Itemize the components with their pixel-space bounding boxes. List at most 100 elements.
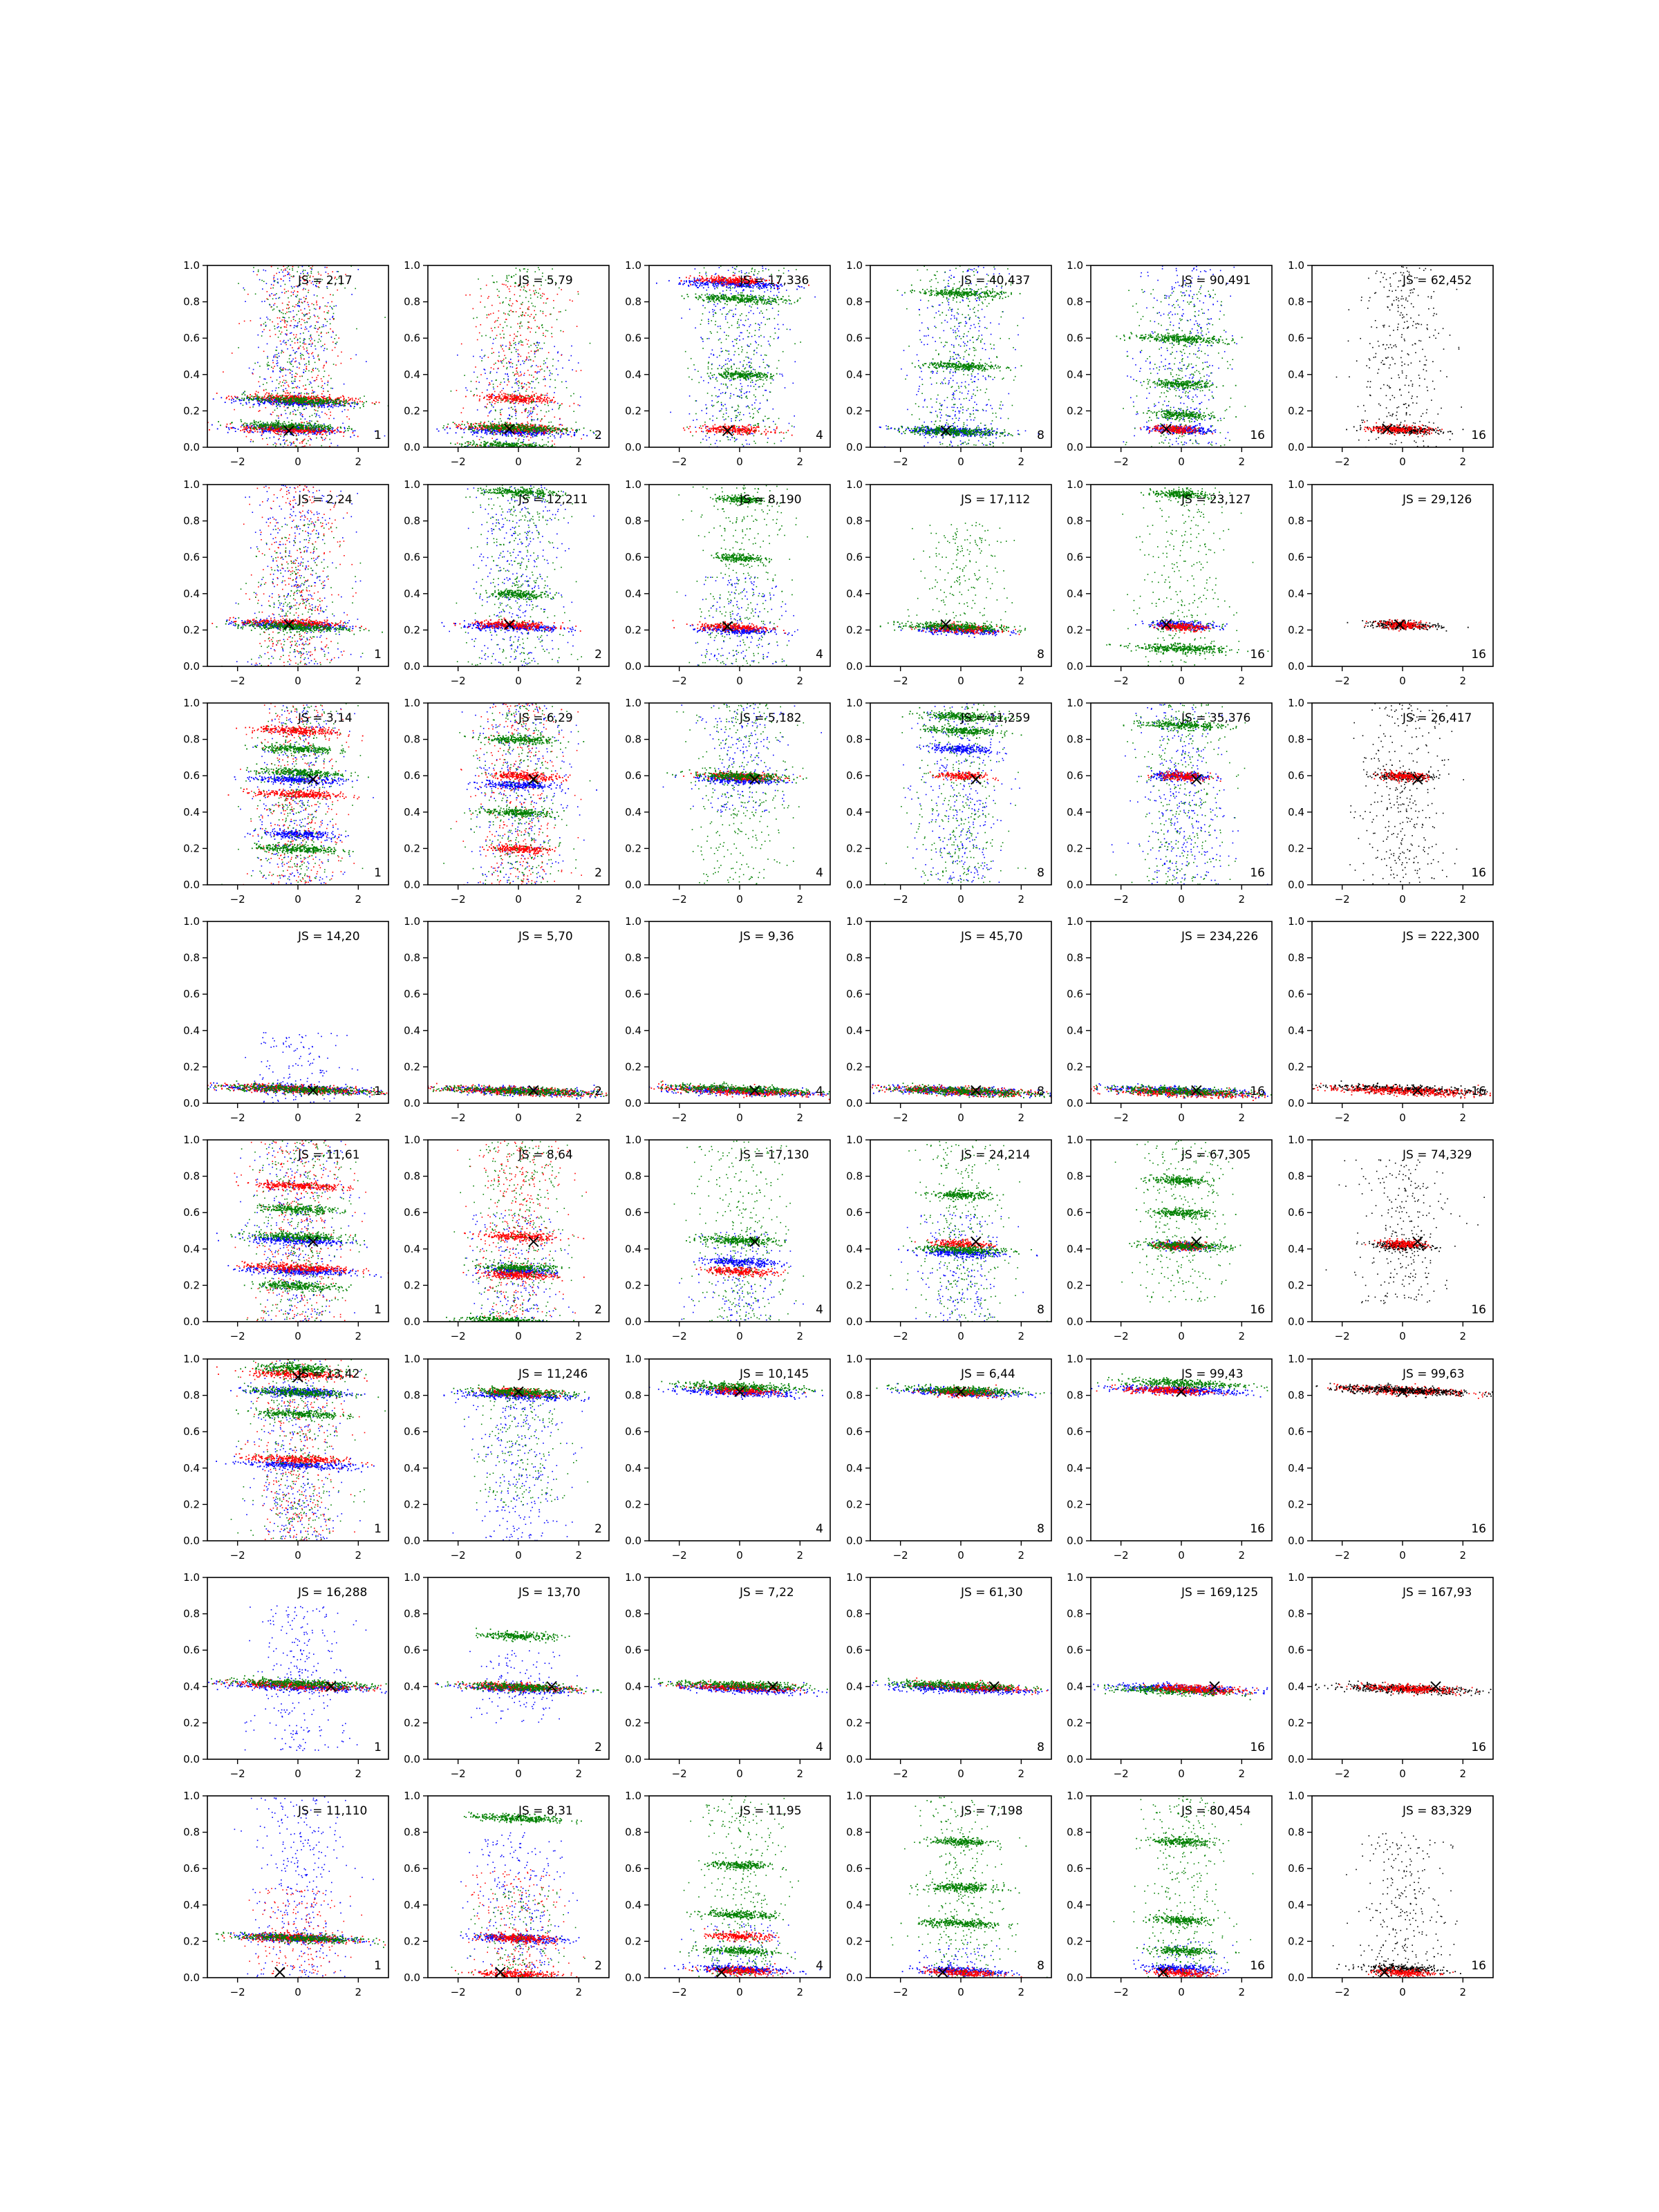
scatter-point [306, 429, 307, 430]
scatter-point [328, 431, 329, 432]
scatter-point [221, 397, 222, 398]
scatter-point [510, 366, 512, 368]
scatter-point [321, 405, 323, 406]
scatter-point [290, 325, 292, 326]
scatter-point [316, 301, 317, 302]
scatter-point [338, 406, 339, 407]
scatter-point [293, 292, 294, 294]
scatter-point [278, 403, 279, 404]
scatter-point [544, 426, 545, 427]
scatter-point [270, 296, 271, 297]
scatter-point [299, 368, 300, 369]
scatter-point [538, 269, 540, 270]
scatter-point [534, 350, 536, 352]
scatter-point [506, 368, 507, 370]
scatter-point [310, 326, 311, 328]
scatter-point [491, 330, 493, 332]
scatter-point [534, 409, 536, 410]
scatter-point [294, 392, 295, 393]
scatter-point [326, 325, 327, 326]
scatter-point [516, 336, 518, 337]
scatter-point [529, 290, 531, 291]
scatter-point [519, 328, 521, 329]
scatter-point [494, 364, 495, 365]
scatter-point [493, 424, 494, 425]
scatter-point [469, 294, 471, 296]
scatter-point [363, 406, 364, 407]
scatter-point [297, 404, 299, 406]
scatter-point [308, 361, 310, 362]
scatter-point [324, 376, 325, 377]
scatter-point [338, 337, 339, 339]
scatter-point [514, 338, 515, 339]
scatter-point [545, 330, 547, 331]
scatter-point [495, 338, 496, 339]
scatter-point [359, 407, 361, 409]
scatter-point [540, 420, 541, 422]
scatter-point [536, 378, 538, 379]
scatter-point [516, 368, 517, 369]
scatter-point [267, 357, 268, 359]
scatter-point [285, 375, 287, 376]
scatter-point [291, 399, 292, 400]
scatter-point [474, 394, 475, 395]
scatter-point [515, 438, 516, 440]
scatter-point [266, 317, 268, 318]
scatter-point [507, 326, 508, 327]
scatter-point [305, 405, 306, 406]
scatter-point [545, 395, 546, 396]
scatter-point [331, 301, 332, 303]
scatter-point [256, 396, 258, 397]
scatter-point [272, 368, 274, 369]
scatter-point [302, 422, 303, 424]
scatter-point [518, 385, 519, 386]
scatter-point [259, 279, 261, 281]
scatter-point [518, 354, 520, 355]
scatter-point [503, 393, 505, 394]
scatter-point [285, 423, 286, 424]
scatter-point [529, 402, 530, 403]
scatter-point [267, 397, 268, 398]
scatter-point [299, 299, 300, 300]
scatter-point [534, 292, 536, 294]
scatter-point [315, 362, 316, 364]
js-label: JS = 2,17 [297, 274, 353, 288]
scatter-point [527, 357, 528, 359]
scatter-point [272, 391, 273, 392]
scatter-point [500, 391, 501, 393]
scatter-point [527, 370, 529, 371]
scatter-point [338, 431, 339, 432]
scatter-point [277, 279, 279, 280]
scatter-point [297, 294, 299, 296]
scatter-point [306, 368, 307, 369]
scatter-point [544, 376, 545, 377]
scatter-point [301, 358, 302, 359]
scatter-point [251, 395, 252, 397]
scatter-point [330, 324, 331, 325]
scatter-point [283, 440, 285, 441]
scatter-point [314, 294, 315, 296]
scatter-point [315, 325, 316, 326]
scatter-point [534, 433, 535, 434]
scatter-point [570, 431, 571, 433]
scatter-point [493, 339, 494, 340]
scatter-point [526, 403, 527, 404]
scatter-point [291, 292, 292, 293]
scatter-point [237, 396, 238, 397]
scatter-point [305, 384, 306, 386]
scatter-point [249, 398, 250, 400]
scatter-point [269, 365, 270, 366]
scatter-point [244, 398, 245, 400]
scatter-point [556, 319, 558, 321]
scatter-point [484, 356, 485, 357]
scatter-point [561, 355, 562, 356]
scatter-point [493, 386, 494, 388]
scatter-point [274, 328, 276, 330]
scatter-point [287, 403, 288, 404]
scatter-point [508, 400, 509, 401]
scatter-point [284, 319, 285, 321]
scatter-point [339, 431, 341, 433]
scatter-point [298, 425, 299, 427]
scatter-point [279, 383, 280, 384]
scatter-point [281, 426, 283, 427]
